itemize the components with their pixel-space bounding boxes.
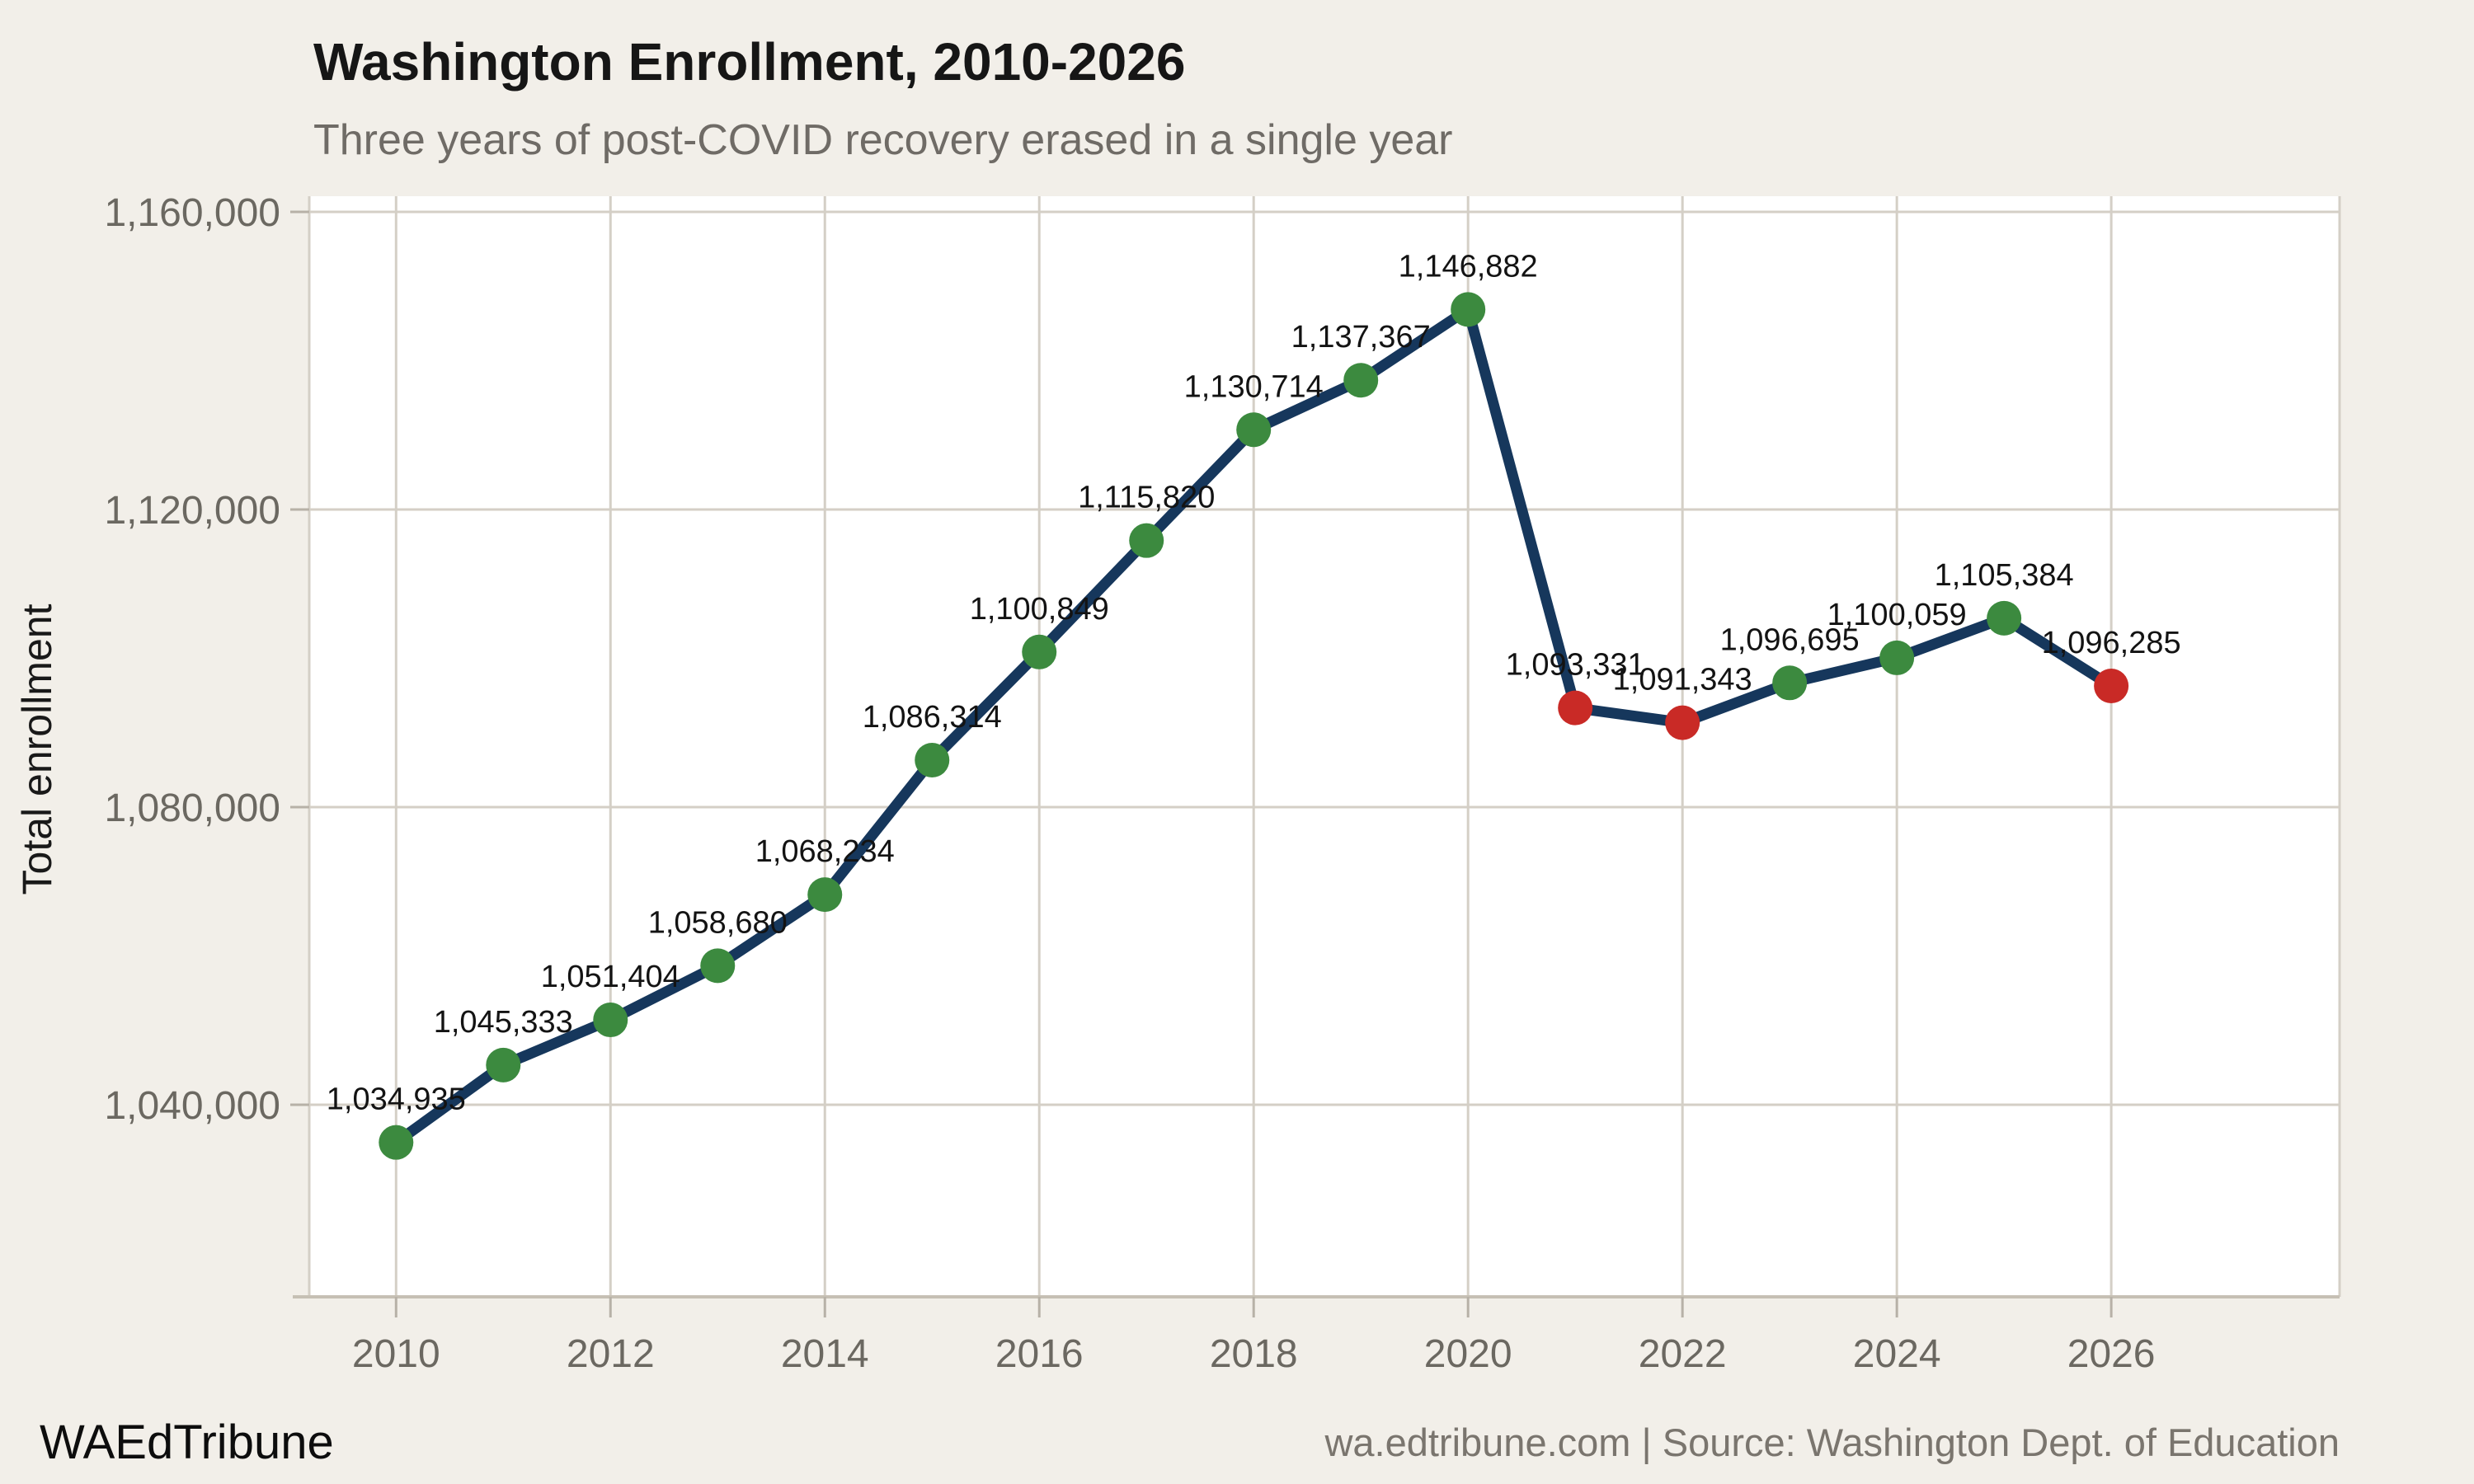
- data-point-label: 1,100,059: [1827, 598, 1967, 632]
- growth-data-point: [807, 877, 843, 913]
- y-tick-label: 1,160,000: [104, 191, 280, 235]
- footer-source: wa.edtribune.com | Source: Washington De…: [1324, 1421, 2340, 1464]
- plot-area: [309, 196, 2340, 1297]
- data-point-label: 1,034,935: [327, 1082, 466, 1117]
- growth-data-point: [1129, 523, 1164, 558]
- growth-data-point: [1987, 600, 2022, 636]
- growth-data-point: [593, 1003, 628, 1038]
- data-point-label: 1,105,384: [1935, 558, 2074, 593]
- data-point-label: 1,045,333: [434, 1005, 573, 1040]
- decline-data-point: [2094, 668, 2129, 703]
- x-tick-label: 2020: [1424, 1332, 1512, 1376]
- growth-data-point: [1879, 640, 1915, 675]
- data-point-label: 1,093,331: [1506, 648, 1645, 683]
- y-tick-label: 1,080,000: [104, 787, 280, 830]
- data-point-label: 1,096,285: [2042, 626, 2181, 660]
- x-tick-label: 2014: [781, 1332, 869, 1376]
- data-point-label: 1,091,343: [1613, 663, 1752, 697]
- x-tick-label: 2026: [2067, 1332, 2156, 1376]
- growth-data-point: [1343, 363, 1379, 398]
- growth-data-point: [486, 1047, 521, 1082]
- data-point-label: 1,115,820: [1078, 481, 1215, 515]
- x-tick-label: 2024: [1853, 1332, 1941, 1376]
- data-point-label: 1,100,849: [970, 592, 1109, 627]
- decline-data-point: [1665, 705, 1700, 740]
- data-point-label: 1,068,234: [755, 834, 895, 869]
- growth-data-point: [1451, 292, 1486, 327]
- decline-data-point: [1558, 690, 1593, 726]
- growth-data-point: [1772, 665, 1808, 701]
- data-point-label: 1,096,695: [1720, 622, 1860, 657]
- y-tick-label: 1,040,000: [104, 1084, 280, 1128]
- y-tick-label: 1,120,000: [104, 489, 280, 533]
- x-tick-label: 2018: [1210, 1332, 1298, 1376]
- growth-data-point: [915, 742, 950, 777]
- data-point-label: 1,051,404: [541, 960, 680, 994]
- data-point-label: 1,146,882: [1399, 249, 1538, 284]
- growth-data-point: [1236, 412, 1272, 448]
- data-point-label: 1,137,367: [1291, 320, 1431, 355]
- x-tick-label: 2022: [1639, 1332, 1727, 1376]
- growth-data-point: [1022, 634, 1057, 669]
- chart-title: Washington Enrollment, 2010-2026: [313, 32, 1186, 92]
- footer-brand: WAEdTribune: [40, 1416, 334, 1469]
- data-point-label: 1,086,314: [863, 700, 1002, 735]
- x-tick-label: 2016: [995, 1332, 1084, 1376]
- x-tick-label: 2010: [352, 1332, 440, 1376]
- data-point-label: 1,130,714: [1184, 369, 1324, 404]
- growth-data-point: [379, 1125, 414, 1160]
- x-tick-label: 2012: [567, 1332, 655, 1376]
- data-point-label: 1,058,680: [648, 905, 788, 940]
- chart-subtitle: Three years of post-COVID recovery erase…: [313, 116, 1453, 164]
- growth-data-point: [700, 948, 736, 984]
